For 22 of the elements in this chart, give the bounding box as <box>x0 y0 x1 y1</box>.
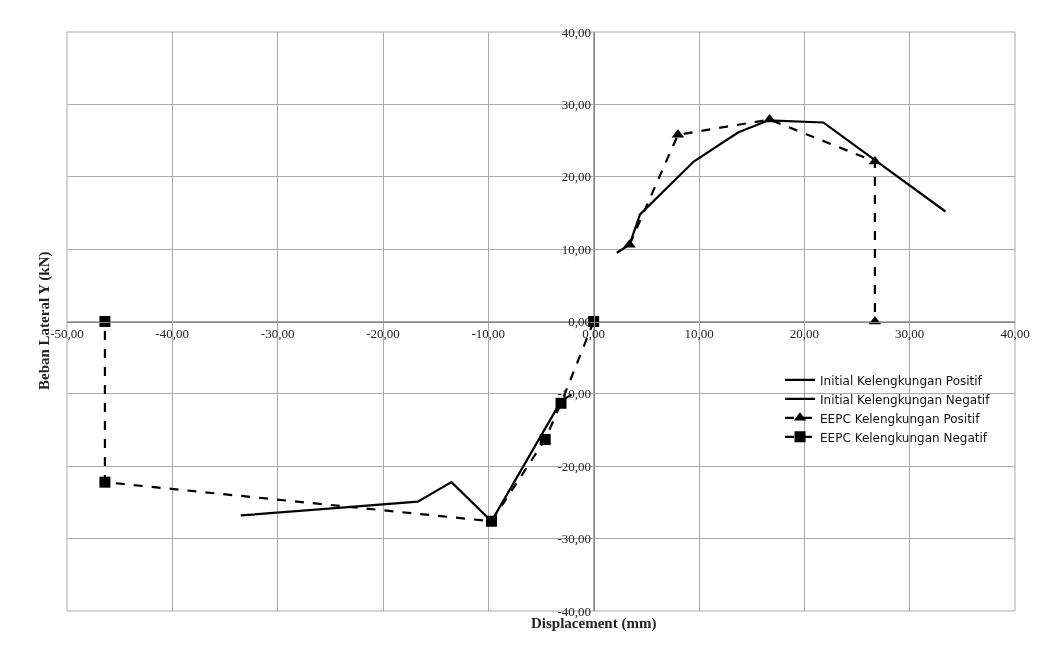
y-tick-label: 10,00 <box>561 241 592 257</box>
point <box>539 433 551 445</box>
legend-label: Initial Kelengkungan Negatif <box>820 392 991 407</box>
x-tick-label: -10,00 <box>471 326 506 342</box>
legend-label: Initial Kelengkungan Positif <box>820 373 983 388</box>
legend-label: EEPC Kelengkungan Positif <box>820 411 981 426</box>
x-tick-label: -50,00 <box>50 326 84 342</box>
x-tick-label: 20,00 <box>789 326 819 342</box>
point <box>485 515 497 527</box>
y-tick-label: 30,00 <box>561 96 592 112</box>
y-tick-label: 20,00 <box>561 169 592 185</box>
y-tick-label: -20,00 <box>557 458 592 474</box>
x-tick-label: 30,00 <box>895 326 925 342</box>
x-tick-label: -20,00 <box>366 326 400 342</box>
x-tick-label: -30,00 <box>260 326 295 342</box>
x-tick-label: 40,00 <box>1000 326 1030 342</box>
x-tick-label: 10,00 <box>684 326 714 342</box>
x-tick-label: -40,00 <box>155 326 190 342</box>
legend-label: EEPC Kelengkungan Negatif <box>820 430 988 445</box>
point <box>99 476 111 488</box>
y-tick-label: -30,00 <box>557 531 592 547</box>
y-tick-label: 40,00 <box>561 24 592 40</box>
